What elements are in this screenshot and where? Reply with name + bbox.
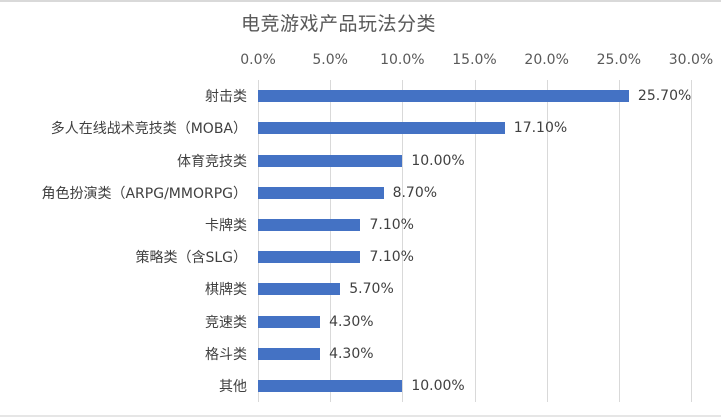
x-tick-label: 25.0% [596,52,642,68]
category-label: 射击类 [205,89,247,106]
chart-title: 电竞游戏产品玩法分类 [241,13,437,35]
x-tick-label: 10.0% [380,52,425,68]
data-label: 10.00% [411,152,465,169]
bar [258,90,629,103]
gridline [546,80,548,402]
plot-area [258,80,692,402]
bar [258,379,403,392]
data-label: 4.30% [329,313,374,330]
data-label: 7.10% [369,249,414,266]
bar [258,186,384,199]
category-label: 角色扮演类（ARPG/MMORPG） [41,185,247,202]
gridline [618,80,620,402]
x-tick-label: 0.0% [240,52,276,68]
x-tick-label: 20.0% [524,52,569,68]
data-label: 4.30% [329,345,374,362]
category-label: 策略类（含SLG） [135,250,247,267]
bar [258,218,361,231]
data-label: 7.10% [369,216,414,233]
bar [258,122,505,135]
category-label: 体育竞技类 [177,153,247,170]
data-label: 5.70% [349,281,394,298]
bottom-border [0,415,721,417]
category-label: 棋牌类 [205,282,247,299]
gridline [330,80,332,402]
category-label: 多人在线战术竞技类（MOBA） [50,121,247,138]
top-border [0,0,721,2]
gridline [258,80,259,402]
gridline [691,80,692,402]
category-label: 竞速类 [205,314,247,331]
category-label: 其他 [219,378,247,395]
data-label: 25.70% [637,88,692,105]
bar [258,283,341,296]
category-label: 格斗类 [205,346,247,363]
bar [258,251,361,264]
bar [258,154,403,167]
bar [258,315,321,328]
data-label: 17.10% [513,120,568,137]
bar [258,347,321,360]
x-tick-label: 30.0% [668,52,714,68]
x-tick-label: 15.0% [452,52,497,68]
x-tick-label: 5.0% [312,52,348,68]
data-label: 10.00% [411,377,465,394]
data-label: 8.70% [392,184,438,201]
category-label: 卡牌类 [205,217,247,234]
gridline [402,80,404,402]
gridline [474,80,476,402]
